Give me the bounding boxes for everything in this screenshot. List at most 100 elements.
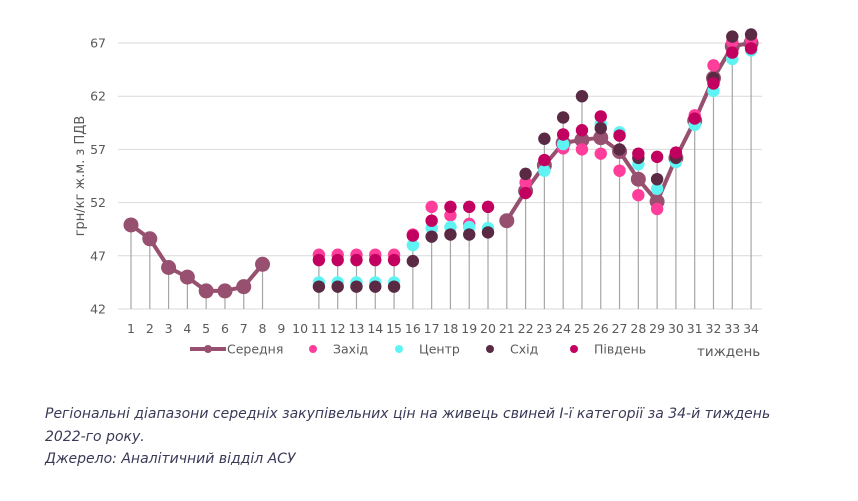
x-tick-label: 5 — [202, 321, 210, 336]
dot-Схід — [444, 228, 457, 241]
average-marker — [630, 171, 646, 187]
caption-line-2: 2022-го року. — [45, 428, 145, 445]
x-tick-label: 9 — [277, 321, 285, 336]
series-line-average — [123, 35, 759, 299]
dot-Схід — [350, 280, 363, 293]
dot-Схід — [331, 280, 344, 293]
dot-Схід — [387, 280, 401, 293]
dot-Схід — [594, 121, 607, 135]
legend-dot-swatch — [486, 345, 494, 353]
dot-Південь — [444, 200, 457, 214]
dot-Схід — [463, 228, 476, 241]
x-tick-label: 15 — [386, 321, 402, 336]
x-tick-label: 30 — [668, 321, 684, 336]
dot-Захід — [650, 202, 664, 216]
average-marker — [161, 260, 177, 276]
legend-dot-swatch — [309, 345, 317, 353]
dot-Південь — [575, 124, 589, 137]
x-tick-label: 3 — [165, 321, 173, 336]
dot-Південь — [387, 253, 401, 267]
dot-Південь — [613, 129, 626, 142]
dot-Південь — [594, 110, 607, 123]
legend-label: Центр — [419, 342, 460, 357]
dot-Південь — [650, 150, 664, 164]
average-marker — [499, 213, 515, 229]
dot-Центр — [406, 238, 420, 252]
average-marker — [198, 283, 214, 299]
dot-Південь — [481, 200, 495, 214]
dot-Схід — [406, 254, 420, 268]
x-tick-label: 19 — [461, 321, 477, 336]
legend-label: Середня — [227, 342, 283, 357]
gridlines — [118, 42, 762, 310]
y-tick-label: 67 — [90, 36, 106, 51]
x-tick-label: 2 — [146, 321, 154, 336]
x-tick-label: 11 — [311, 321, 327, 336]
dot-Схід — [519, 167, 532, 181]
dot-Захід — [444, 209, 457, 222]
caption-source: Джерело: Аналітичний відділ АСУ — [45, 451, 296, 467]
dot-Захід — [594, 147, 607, 160]
dot-Центр — [538, 164, 551, 177]
dot-Південь — [425, 214, 438, 227]
x-axis-label: тиждень — [697, 344, 760, 360]
dot-Захід — [519, 176, 532, 189]
average-marker — [142, 231, 158, 247]
x-tick-label: 29 — [649, 321, 665, 336]
dot-Схід — [575, 90, 589, 103]
dot-Центр — [650, 182, 664, 195]
figure-caption: Регіональні діапазони середніх закупівел… — [45, 403, 835, 471]
dot-Захід — [575, 143, 589, 156]
x-tick-label: 24 — [555, 321, 571, 336]
x-tick-label: 14 — [367, 321, 383, 336]
legend-label: Захід — [333, 342, 368, 357]
x-tick-label: 23 — [536, 321, 552, 336]
legend-dot-swatch — [395, 345, 403, 353]
x-tick-label: 16 — [405, 321, 421, 336]
dot-Схід — [726, 30, 739, 43]
x-tick-label: 12 — [330, 321, 346, 336]
average-marker — [255, 256, 271, 272]
dot-Схід — [538, 132, 551, 145]
y-tick-label: 42 — [90, 302, 106, 317]
dot-Південь — [519, 186, 532, 200]
average-marker — [179, 269, 195, 285]
y-axis-label: грн/кг ж.м. з ПДВ — [73, 116, 88, 237]
dot-Південь — [688, 112, 701, 125]
x-tick-label: 26 — [593, 321, 609, 336]
y-tick-label: 47 — [90, 248, 106, 263]
dot-Південь — [726, 46, 739, 59]
stems — [130, 34, 752, 309]
average-marker — [217, 283, 233, 299]
legend-label: Південь — [594, 342, 646, 357]
legend: Середня Захід Центр Схід Південь — [190, 342, 646, 357]
dot-Захід — [632, 188, 645, 202]
x-tick-label: 21 — [499, 321, 515, 336]
dot-Південь — [538, 153, 551, 167]
legend-marker-swatch — [204, 345, 212, 353]
y-axis-ticks: 42 47 52 57 62 67 — [90, 36, 106, 317]
x-tick-label: 28 — [630, 321, 646, 336]
dot-Південь — [556, 128, 570, 141]
x-tick-label: 6 — [221, 321, 229, 336]
legend-label: Схід — [510, 342, 538, 357]
legend-dot-swatch — [570, 345, 578, 353]
dot-Південь — [350, 253, 363, 267]
dot-Південь — [331, 253, 344, 267]
x-tick-label: 8 — [259, 321, 267, 336]
dot-Південь — [669, 146, 683, 159]
average-marker — [574, 132, 590, 148]
dot-Захід — [613, 164, 626, 177]
dot-Південь — [707, 77, 720, 90]
dot-Південь — [463, 200, 476, 214]
dot-Схід — [481, 226, 495, 239]
x-tick-label: 32 — [706, 321, 722, 336]
x-tick-label: 20 — [480, 321, 496, 336]
dot-Захід — [425, 200, 438, 214]
y-tick-label: 52 — [90, 195, 106, 210]
dot-Південь — [312, 253, 326, 267]
x-tick-label: 33 — [724, 321, 740, 336]
x-tick-label: 17 — [424, 321, 440, 336]
average-marker — [236, 279, 252, 295]
